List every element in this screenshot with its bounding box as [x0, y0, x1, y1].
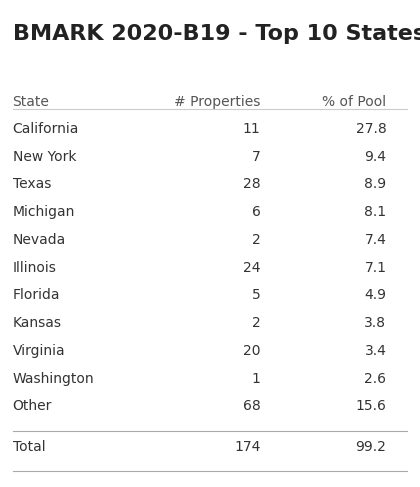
- Text: Michigan: Michigan: [13, 205, 75, 219]
- Text: 24: 24: [243, 261, 260, 275]
- Text: 7.1: 7.1: [365, 261, 386, 275]
- Text: 3.4: 3.4: [365, 344, 386, 358]
- Text: 8.9: 8.9: [364, 177, 386, 191]
- Text: California: California: [13, 122, 79, 136]
- Text: Total: Total: [13, 440, 45, 454]
- Text: Illinois: Illinois: [13, 261, 56, 275]
- Text: 15.6: 15.6: [355, 399, 386, 413]
- Text: State: State: [13, 95, 50, 109]
- Text: 6: 6: [252, 205, 260, 219]
- Text: 7: 7: [252, 150, 260, 164]
- Text: 7.4: 7.4: [365, 233, 386, 247]
- Text: Washington: Washington: [13, 372, 94, 386]
- Text: 4.9: 4.9: [365, 288, 386, 302]
- Text: Other: Other: [13, 399, 52, 413]
- Text: 68: 68: [243, 399, 260, 413]
- Text: Kansas: Kansas: [13, 316, 62, 330]
- Text: Nevada: Nevada: [13, 233, 66, 247]
- Text: 11: 11: [243, 122, 260, 136]
- Text: Florida: Florida: [13, 288, 60, 302]
- Text: % of Pool: % of Pool: [322, 95, 386, 109]
- Text: 27.8: 27.8: [356, 122, 386, 136]
- Text: New York: New York: [13, 150, 76, 164]
- Text: 20: 20: [243, 344, 260, 358]
- Text: BMARK 2020-B19 - Top 10 States: BMARK 2020-B19 - Top 10 States: [13, 24, 420, 44]
- Text: 9.4: 9.4: [365, 150, 386, 164]
- Text: 2.6: 2.6: [365, 372, 386, 386]
- Text: 174: 174: [234, 440, 260, 454]
- Text: Virginia: Virginia: [13, 344, 65, 358]
- Text: Texas: Texas: [13, 177, 51, 191]
- Text: 2: 2: [252, 233, 260, 247]
- Text: 1: 1: [252, 372, 260, 386]
- Text: 99.2: 99.2: [355, 440, 386, 454]
- Text: 5: 5: [252, 288, 260, 302]
- Text: # Properties: # Properties: [174, 95, 260, 109]
- Text: 8.1: 8.1: [364, 205, 386, 219]
- Text: 3.8: 3.8: [365, 316, 386, 330]
- Text: 2: 2: [252, 316, 260, 330]
- Text: 28: 28: [243, 177, 260, 191]
